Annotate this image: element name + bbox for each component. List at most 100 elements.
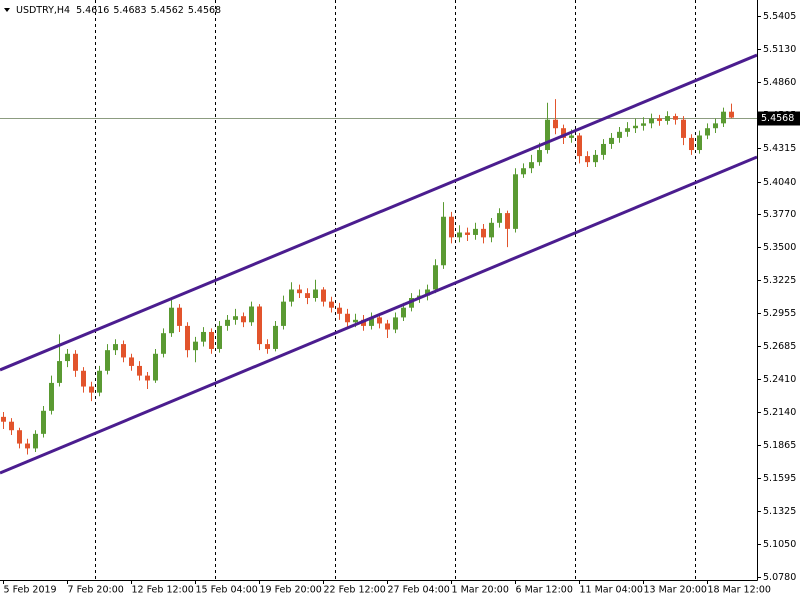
candle-body <box>561 128 566 138</box>
candle-body <box>81 370 86 387</box>
candle-body <box>209 331 214 349</box>
candle-body <box>433 265 438 290</box>
candle-body <box>401 307 406 318</box>
y-tick-label: 5.2140 <box>763 407 796 418</box>
candle-body <box>625 128 630 132</box>
symbol: USDTRY,H4 <box>16 5 70 16</box>
x-tick-label: 11 Mar 04:00 <box>580 585 643 596</box>
candle-body <box>705 128 710 136</box>
candle-body <box>569 135 574 138</box>
candle-body <box>441 216 446 266</box>
candle-body <box>537 150 542 163</box>
candle-body <box>689 137 694 151</box>
candle-body <box>257 306 262 345</box>
candle-body <box>233 316 238 320</box>
candle-body <box>713 123 718 129</box>
y-tick-label: 5.3225 <box>763 275 796 286</box>
candle-body <box>185 325 190 351</box>
candle-body <box>585 156 590 163</box>
channel-line <box>0 155 758 475</box>
x-tick-label: 13 Mar 20:00 <box>644 585 707 596</box>
y-tick-label: 5.5405 <box>763 11 796 22</box>
candle-body <box>409 298 414 308</box>
candle-body <box>505 213 510 229</box>
header-close: 5.4568 <box>188 5 221 16</box>
candle-body <box>609 137 614 144</box>
candle-body <box>521 168 526 175</box>
candle-body <box>529 162 534 169</box>
candle-body <box>145 375 150 381</box>
y-tick-label: 5.4315 <box>763 143 796 154</box>
y-tick-label: 5.4860 <box>763 77 796 88</box>
x-tick-label: 1 Mar 20:00 <box>452 585 509 596</box>
candle-body <box>457 232 462 238</box>
candle-body <box>161 333 166 354</box>
candle-body <box>33 433 38 449</box>
candle-body <box>57 361 62 383</box>
candle-body <box>681 119 686 138</box>
x-tick-label: 18 Mar 12:00 <box>708 585 771 596</box>
candle-body <box>353 319 358 323</box>
y-tick-label: 5.3770 <box>763 209 796 220</box>
candle-body <box>217 325 222 349</box>
candle-body <box>321 289 326 302</box>
period-separators <box>95 0 696 580</box>
candle-body <box>265 344 270 349</box>
candle-body <box>393 317 398 330</box>
x-tick-label: 27 Feb 04:00 <box>388 585 450 596</box>
candle-body <box>281 301 286 326</box>
candle-body <box>97 370 102 393</box>
candle-body <box>1 416 6 422</box>
price-label: 5.4568 <box>761 113 794 124</box>
y-tick-label: 5.2955 <box>763 308 796 319</box>
candle-body <box>377 317 382 324</box>
y-tick-label: 5.1325 <box>763 506 796 517</box>
candle-body <box>41 410 46 434</box>
candle-body <box>665 116 670 121</box>
candle-body <box>129 357 134 366</box>
candle-body <box>337 307 342 314</box>
candle-body <box>673 116 678 120</box>
candle-body <box>657 118 662 121</box>
candle-body <box>193 341 198 351</box>
header-text: USDTRY,H4 5.4616 5.4683 5.4562 5.4568 <box>16 5 221 16</box>
candle-body <box>241 316 246 323</box>
x-tick-label: 15 Feb 04:00 <box>196 585 258 596</box>
candle-body <box>617 131 622 138</box>
candle-body <box>553 119 558 129</box>
candle-body <box>345 313 350 323</box>
candle-body <box>169 307 174 334</box>
y-tick-label: 5.3500 <box>763 242 796 253</box>
y-tick-label: 5.1595 <box>763 473 796 484</box>
candle-body <box>633 125 638 129</box>
candle-body <box>273 325 278 349</box>
candle-body <box>305 293 310 299</box>
candle-body <box>601 143 606 155</box>
candle-body <box>385 323 390 330</box>
candle-body <box>9 421 14 431</box>
header-low: 5.4562 <box>151 5 184 16</box>
candle-body <box>289 289 294 302</box>
x-tick-label: 19 Feb 20:00 <box>260 585 322 596</box>
candle-body <box>49 382 54 411</box>
candle-body <box>153 353 158 381</box>
y-tick-label: 5.5130 <box>763 44 796 55</box>
candle-body <box>593 154 598 163</box>
candle-body <box>313 289 318 299</box>
y-tick-label: 5.2685 <box>763 341 796 352</box>
y-tick-label: 5.1865 <box>763 440 796 451</box>
candle-body <box>329 301 334 308</box>
candle-body <box>425 289 430 296</box>
x-tick-label: 6 Mar 12:00 <box>516 585 573 596</box>
candle-body <box>641 123 646 126</box>
candle-body <box>449 216 454 238</box>
x-tick-label: 5 Feb 2019 <box>4 585 57 596</box>
candle-body <box>121 344 126 358</box>
candle-body <box>497 213 502 223</box>
candle-body <box>73 353 78 371</box>
candle-body <box>249 306 254 323</box>
candle-body <box>649 118 654 124</box>
